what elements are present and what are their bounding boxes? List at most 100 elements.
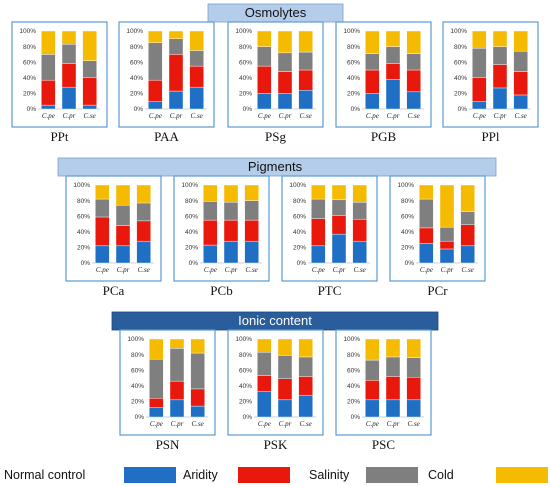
chart-psc: 0% 20% 40% 60% 80% 100% C.pe C.pr C.se PSC [335, 329, 432, 452]
x-category-label: C.se [354, 266, 366, 274]
y-tick-label: 80% [77, 198, 90, 205]
x-category-label: C.se [300, 112, 312, 120]
chart-psk: 0% 20% 40% 60% 80% 100% C.pe C.pr C.se PSK [227, 329, 324, 452]
bar-segment [406, 338, 421, 358]
x-category-label: C.pr [387, 112, 400, 120]
bar-segment [331, 199, 347, 216]
bar-segment [148, 30, 163, 43]
bar-segment [169, 380, 185, 401]
bar-segment [439, 240, 455, 250]
bar-segment [203, 244, 218, 264]
chart-ppl: 0% 20% 40% 60% 80% 100% C.pe C.pr C.se PPl [442, 21, 539, 144]
bar-segment [115, 245, 131, 264]
y-tick-label: 0% [189, 260, 199, 267]
bar-segment [277, 52, 293, 72]
bar-segment [439, 184, 455, 228]
bar-segment [365, 338, 380, 361]
bar-segment [136, 220, 151, 242]
bar-segment [95, 198, 110, 218]
y-tick-label: 0% [243, 106, 253, 113]
pigments-banner [57, 157, 497, 177]
bar-segment [203, 184, 218, 202]
x-category-label: C.pe [149, 112, 162, 120]
bar-segment [223, 219, 239, 242]
bar-segment [95, 245, 110, 264]
x-category-label: C.se [408, 420, 420, 428]
x-category-label: C.pe [258, 112, 271, 120]
y-tick-label: 0% [81, 260, 91, 267]
bar-segment [331, 184, 347, 201]
chart-title: PCa [103, 283, 125, 298]
y-tick-label: 60% [185, 213, 198, 220]
chart-title: PPt [50, 129, 68, 144]
y-tick-label: 40% [239, 75, 252, 82]
y-tick-label: 80% [239, 352, 252, 359]
bar-segment [365, 359, 380, 381]
legend-swatch-aridity [238, 467, 290, 483]
y-tick-label: 0% [351, 414, 361, 421]
bar-segment [492, 64, 508, 89]
y-tick-label: 20% [77, 245, 90, 252]
x-category-label: C.pr [63, 112, 76, 120]
bar-segment [82, 30, 97, 61]
bar-segment [298, 51, 313, 71]
bar-segment [298, 30, 313, 53]
bar-segment [257, 93, 272, 110]
legend-label-salinity: Salinity [309, 468, 350, 482]
bar-segment [95, 184, 110, 200]
chart-ptc: 0% 20% 40% 60% 80% 100% C.pe C.pr C.se PTC [281, 175, 378, 298]
y-tick-label: 60% [347, 59, 360, 66]
bar-segment [115, 225, 131, 247]
bar-segment [419, 184, 434, 200]
chart-psn: 0% 20% 40% 60% 80% 100% C.pe C.pr C.se PSN [119, 329, 216, 452]
bar-segment [257, 338, 272, 353]
x-category-label: C.se [246, 266, 258, 274]
y-tick-label: 80% [347, 352, 360, 359]
bar-segment [277, 71, 293, 94]
bar-segment [41, 104, 56, 110]
y-tick-label: 80% [454, 44, 467, 51]
chart-pgb: 0% 20% 40% 60% 80% 100% C.pe C.pr C.se PGB [335, 21, 432, 144]
ionic-content-banner-title: Ionic content [238, 313, 312, 328]
bar-segment [244, 240, 259, 264]
bar-segment [406, 357, 421, 378]
y-tick-label: 20% [347, 399, 360, 406]
bar-segment [460, 224, 475, 247]
osmolytes-banner-title: Osmolytes [245, 5, 307, 20]
bar-segment [277, 93, 293, 110]
legend: Normal control Aridity Salinity Cold [4, 467, 548, 483]
bar-segment [149, 359, 164, 399]
y-tick-label: 80% [131, 352, 144, 359]
x-category-label: C.pe [366, 112, 379, 120]
bar-segment [352, 219, 367, 242]
bar-segment [61, 44, 77, 64]
bar-segment [311, 198, 326, 219]
y-tick-label: 20% [185, 245, 198, 252]
bar-segment [257, 46, 272, 67]
y-tick-label: 0% [351, 106, 361, 113]
bar-segment [136, 202, 151, 222]
bar-segment [61, 63, 77, 88]
bar-segment [223, 240, 239, 264]
bar-segment [406, 377, 421, 401]
x-category-label: C.se [462, 266, 474, 274]
legend-swatch-normal-control [124, 467, 176, 483]
bar-segment [82, 60, 97, 78]
x-category-label: C.pe [420, 266, 433, 274]
y-tick-label: 40% [130, 75, 143, 82]
x-category-label: C.pe [258, 420, 271, 428]
bar-segment [149, 398, 164, 408]
bar-segment [406, 53, 421, 71]
y-tick-label: 80% [185, 198, 198, 205]
bar-segment [513, 30, 528, 52]
bar-segment [352, 240, 367, 264]
y-tick-label: 60% [293, 213, 306, 220]
bar-segment [190, 388, 205, 407]
bar-segment [385, 338, 401, 358]
bar-segment [277, 338, 293, 356]
bar-segment [41, 79, 56, 106]
y-tick-label: 0% [134, 106, 144, 113]
chart-title: PTC [318, 283, 342, 298]
x-category-label: C.pr [170, 112, 183, 120]
bar-segment [385, 356, 401, 377]
